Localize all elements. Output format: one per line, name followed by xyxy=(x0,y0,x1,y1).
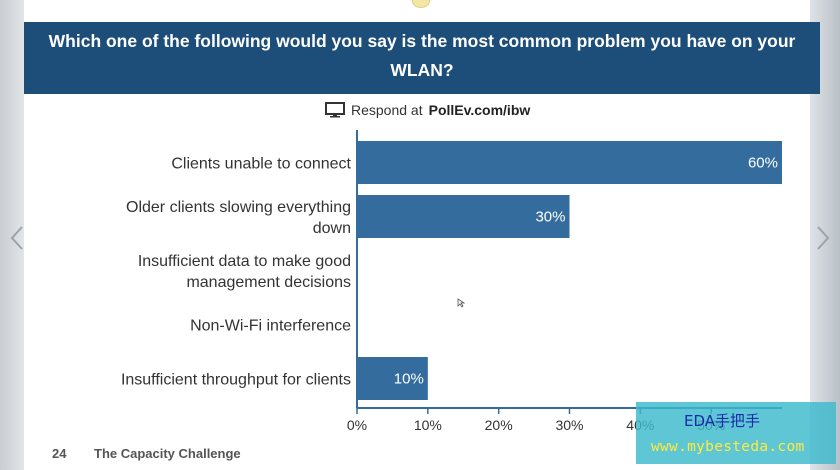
respond-url[interactable]: PollEv.com/ibw xyxy=(428,102,531,118)
category-label-2-1: management decisions xyxy=(186,274,351,291)
category-label-4-0: Insufficient throughput for clients xyxy=(121,372,351,389)
bar-4 xyxy=(357,357,428,400)
x-tick-label-3: 30% xyxy=(555,417,583,433)
watermark-brand: EDA手把手 xyxy=(684,412,761,430)
x-tick-label-2: 20% xyxy=(485,417,513,433)
slide-number: 24 xyxy=(52,446,67,461)
slide-footer-title: The Capacity Challenge xyxy=(94,446,241,461)
poll-question-header: Which one of the following would you say… xyxy=(24,22,820,94)
poll-question-text: Which one of the following would you say… xyxy=(48,31,796,80)
left-edge-backdrop xyxy=(0,0,26,470)
bar-1 xyxy=(357,195,570,238)
respond-instruction: Respond at PollEv.com/ibw xyxy=(325,100,530,120)
monitor-icon xyxy=(325,102,345,118)
bar-value-label-0: 60% xyxy=(748,155,778,172)
mouse-cursor-icon xyxy=(457,298,465,308)
bar-0 xyxy=(357,141,782,184)
category-label-1-1: down xyxy=(313,220,351,237)
category-label-0-0: Clients unable to connect xyxy=(171,156,351,173)
watermark-box xyxy=(636,402,836,464)
watermark-url: www.mybesteda.com xyxy=(651,439,805,455)
previous-slide-chevron-icon[interactable] xyxy=(8,224,26,252)
category-label-3-0: Non-Wi-Fi interference xyxy=(190,318,351,335)
bar-value-label-1: 30% xyxy=(535,209,565,226)
category-label-1-0: Older clients slowing everything xyxy=(126,199,351,216)
bar-value-label-4: 10% xyxy=(394,371,424,388)
category-label-2-0: Insufficient data to make good xyxy=(138,253,351,270)
next-slide-chevron-icon[interactable] xyxy=(814,224,832,252)
x-tick-label-0: 0% xyxy=(347,417,367,433)
respond-prefix: Respond at xyxy=(351,102,423,118)
x-tick-label-1: 10% xyxy=(414,417,442,433)
